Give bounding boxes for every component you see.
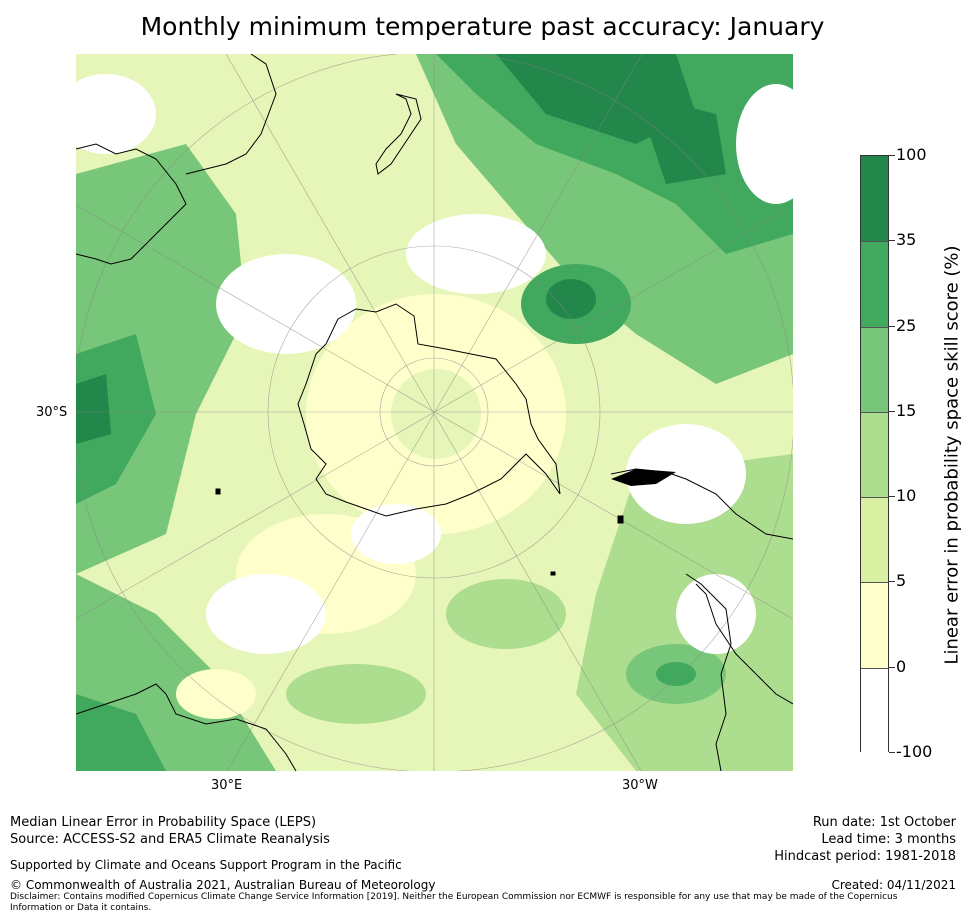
footer-disclaimer-2: Information or Data it contains. — [10, 903, 152, 913]
colorbar — [860, 155, 889, 755]
skill-field — [76, 54, 793, 771]
map-svg — [76, 54, 793, 771]
graticule — [76, 54, 793, 771]
lon-label-30e: 30°E — [211, 778, 243, 793]
footer-lead-time: Lead time: 3 months — [821, 832, 956, 847]
colorbar-tick-label: 10 — [896, 486, 917, 506]
footer-hindcast: Hindcast period: 1981-2018 — [774, 849, 956, 864]
footer-created: Created: 04/11/2021 — [831, 878, 956, 892]
chart-title: Monthly minimum temperature past accurac… — [140, 12, 825, 41]
footer-run-date: Run date: 1st October — [812, 815, 956, 830]
footer-support: Supported by Climate and Oceans Support … — [10, 858, 402, 872]
colorbar-tick-label: 5 — [896, 571, 907, 591]
footer-copyright: © Commonwealth of Australia 2021, Austra… — [10, 878, 436, 892]
colorbar-tick — [889, 496, 895, 498]
colorbar-bin — [861, 582, 888, 670]
colorbar-bin — [861, 497, 888, 584]
colorbar-tick-label: 100 — [896, 145, 927, 164]
colorbar-tick — [889, 752, 895, 753]
colorbar-tick-label: 25 — [896, 315, 917, 335]
colorbar-tick-label: 0 — [896, 656, 907, 676]
colorbar-tick-label: 35 — [896, 230, 917, 250]
colorbar-tick-label: 15 — [896, 400, 917, 420]
colorbar-tick — [889, 581, 895, 583]
tierra-del-fuego — [611, 469, 676, 486]
colorbar-bin — [861, 411, 888, 499]
footer-leps: Median Linear Error in Probability Space… — [10, 815, 317, 830]
colorbar-bin — [861, 241, 888, 329]
colorbar-bin — [861, 667, 888, 755]
lat-label-30s: 30°S — [36, 405, 68, 420]
colorbar-tick — [889, 325, 895, 327]
colorbar-tick-label: -100 — [896, 742, 933, 761]
polar-map[interactable] — [76, 54, 793, 771]
footer-source: Source: ACCESS-S2 and ERA5 Climate Reana… — [10, 832, 330, 847]
colorbar-bin — [861, 156, 888, 242]
colorbar-tick — [889, 666, 895, 668]
footer-disclaimer-1: Disclaimer: Contains modified Copernicus… — [10, 892, 898, 902]
colorbar-tick — [889, 155, 895, 156]
colorbar-title: Linear error in probability space skill … — [941, 245, 963, 665]
colorbar-bin — [861, 326, 888, 414]
colorbar-tick — [889, 240, 895, 242]
colorbar-tick — [889, 410, 895, 412]
lon-label-30w: 30°W — [622, 778, 658, 793]
